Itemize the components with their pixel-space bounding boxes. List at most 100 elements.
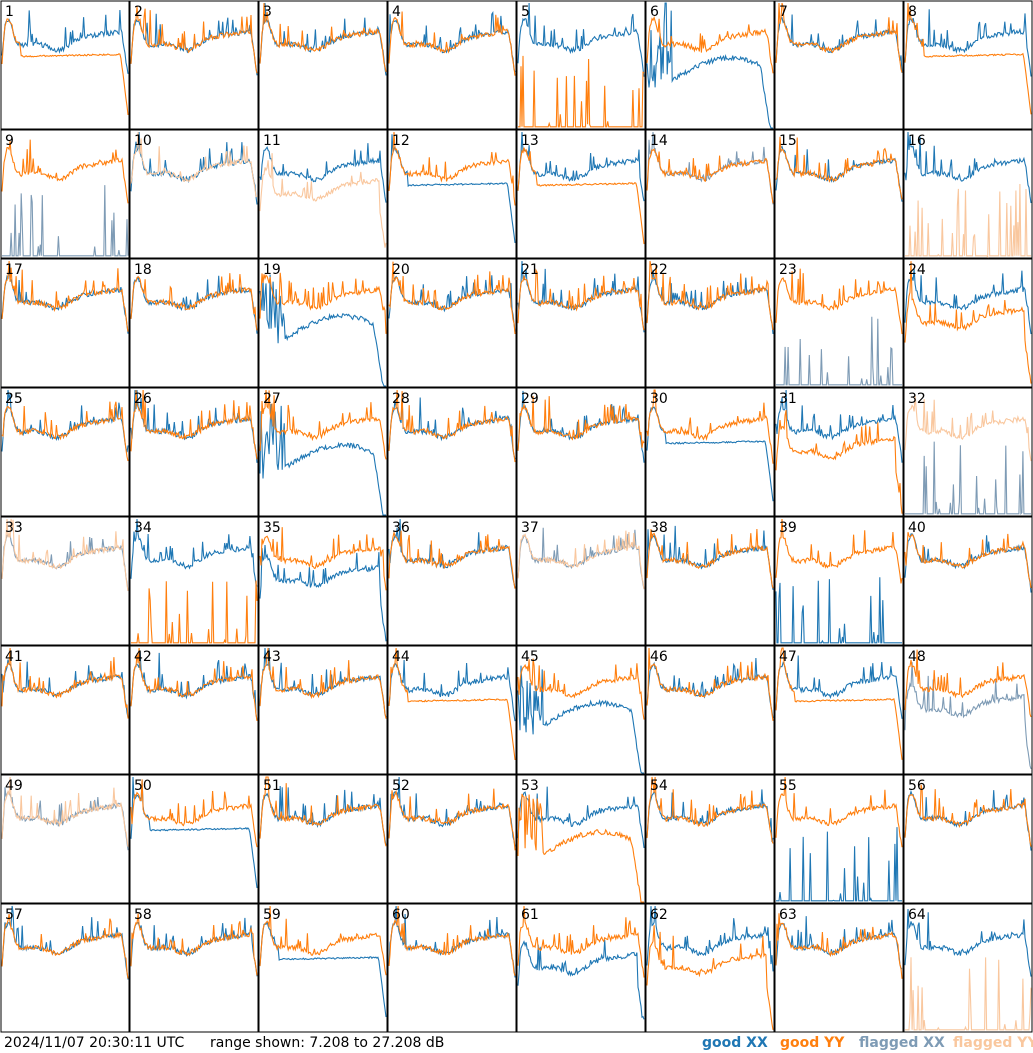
panel-31: 31 — [774, 387, 904, 517]
panel-label: 57 — [5, 907, 23, 923]
panel-label: 3 — [263, 4, 272, 20]
series-xx-panel-15 — [775, 145, 903, 202]
series-yy-panel-35 — [259, 527, 387, 591]
series-yy-panel-64 — [905, 957, 1032, 1031]
series-yy-panel-37 — [517, 530, 645, 590]
series-yy-panel-10 — [130, 132, 258, 198]
panel-frame — [387, 774, 517, 904]
panel-3: 3 — [258, 0, 388, 130]
panel-41: 41 — [0, 645, 130, 775]
panel-frame — [129, 516, 259, 646]
panel-label: 32 — [908, 391, 926, 407]
panel-label: 59 — [263, 907, 281, 923]
panel-frame — [258, 129, 388, 259]
panel-frame — [645, 0, 775, 130]
series-xx-panel-28 — [388, 394, 516, 460]
panel-label: 21 — [521, 262, 539, 278]
panel-label: 52 — [392, 778, 410, 794]
panel-63: 63 — [774, 903, 904, 1033]
series-yy-panel-4 — [388, 11, 516, 76]
panel-frame — [0, 516, 130, 646]
panel-frame — [0, 645, 130, 775]
series-xx-panel-13 — [517, 131, 645, 202]
panel-51: 51 — [258, 774, 388, 904]
series-xx-panel-30 — [646, 406, 774, 502]
series-yy-panel-50 — [130, 779, 258, 848]
panel-label: 24 — [908, 262, 926, 278]
range-text: range shown: 7.208 to 27.208 dB — [210, 1035, 445, 1051]
panel-label: 64 — [908, 907, 926, 923]
series-yy-panel-19 — [259, 272, 387, 334]
panel-26: 26 — [129, 387, 259, 517]
panel-50: 50 — [129, 774, 259, 904]
series-yy-panel-53 — [517, 793, 644, 903]
series-yy-panel-7 — [775, 2, 903, 73]
panel-33: 33 — [0, 516, 130, 646]
series-yy-panel-45 — [517, 658, 645, 720]
panel-60: 60 — [387, 903, 517, 1033]
panel-45: 45 — [516, 645, 646, 775]
panel-label: 23 — [779, 262, 797, 278]
series-yy-panel-49 — [1, 776, 129, 847]
series-xx-panel-25 — [1, 389, 129, 453]
series-yy-panel-39 — [775, 518, 903, 584]
panel-frame — [0, 258, 130, 388]
panel-label: 14 — [650, 133, 668, 149]
panel-62: 62 — [645, 903, 775, 1033]
panel-label: 11 — [263, 133, 281, 149]
panel-label: 55 — [779, 778, 797, 794]
panel-label: 13 — [521, 133, 539, 149]
series-yy-panel-23 — [775, 268, 903, 335]
panel-frame — [903, 774, 1033, 904]
series-xx-panel-37 — [517, 527, 645, 590]
panel-label: 44 — [392, 649, 410, 665]
series-yy-panel-24 — [904, 261, 1032, 384]
panel-label: 58 — [134, 907, 152, 923]
series-yy-panel-22 — [646, 260, 774, 330]
panel-label: 8 — [908, 4, 917, 20]
panel-20: 20 — [387, 258, 517, 388]
series-yy-panel-20 — [388, 261, 516, 335]
panel-6: 6 — [645, 0, 775, 130]
panel-58: 58 — [129, 903, 259, 1033]
series-yy-panel-62 — [646, 925, 774, 1030]
panel-frame — [129, 903, 259, 1033]
panel-label: 15 — [779, 133, 797, 149]
series-xx-panel-1 — [1, 9, 129, 74]
panel-label: 54 — [650, 778, 668, 794]
series-xx-panel-48 — [904, 662, 1032, 770]
series-yy-panel-34 — [131, 580, 258, 644]
series-yy-panel-15 — [775, 136, 903, 200]
panel-label: 53 — [521, 778, 539, 794]
panel-35: 35 — [258, 516, 388, 646]
panel-64: 64 — [903, 903, 1033, 1033]
panel-label: 36 — [392, 520, 410, 536]
series-yy-panel-26 — [130, 389, 258, 460]
panel-label: 28 — [392, 391, 410, 407]
panel-39: 39 — [774, 516, 904, 646]
panel-frame — [903, 516, 1033, 646]
series-xx-panel-54 — [646, 789, 774, 843]
panel-4: 4 — [387, 0, 517, 130]
panel-24: 24 — [903, 258, 1033, 388]
panel-label: 29 — [521, 391, 539, 407]
panel-28: 28 — [387, 387, 517, 517]
timestamp: 2024/11/07 20:30:11 UTC — [4, 1035, 185, 1051]
series-yy-panel-56 — [904, 784, 1032, 847]
series-yy-panel-61 — [517, 905, 645, 978]
panel-label: 60 — [392, 907, 410, 923]
panel-7: 7 — [774, 0, 904, 130]
panel-frame — [258, 387, 388, 517]
series-yy-panel-25 — [1, 401, 129, 462]
panel-frame — [903, 903, 1033, 1033]
panel-18: 18 — [129, 258, 259, 388]
panel-52: 52 — [387, 774, 517, 904]
panel-22: 22 — [645, 258, 775, 388]
panel-frame — [516, 903, 646, 1033]
panel-9: 9 — [0, 129, 130, 259]
legend-good-xx: good XX — [702, 1035, 768, 1051]
series-yy-panel-60 — [388, 905, 516, 976]
panel-29: 29 — [516, 387, 646, 517]
panel-label: 30 — [650, 391, 668, 407]
